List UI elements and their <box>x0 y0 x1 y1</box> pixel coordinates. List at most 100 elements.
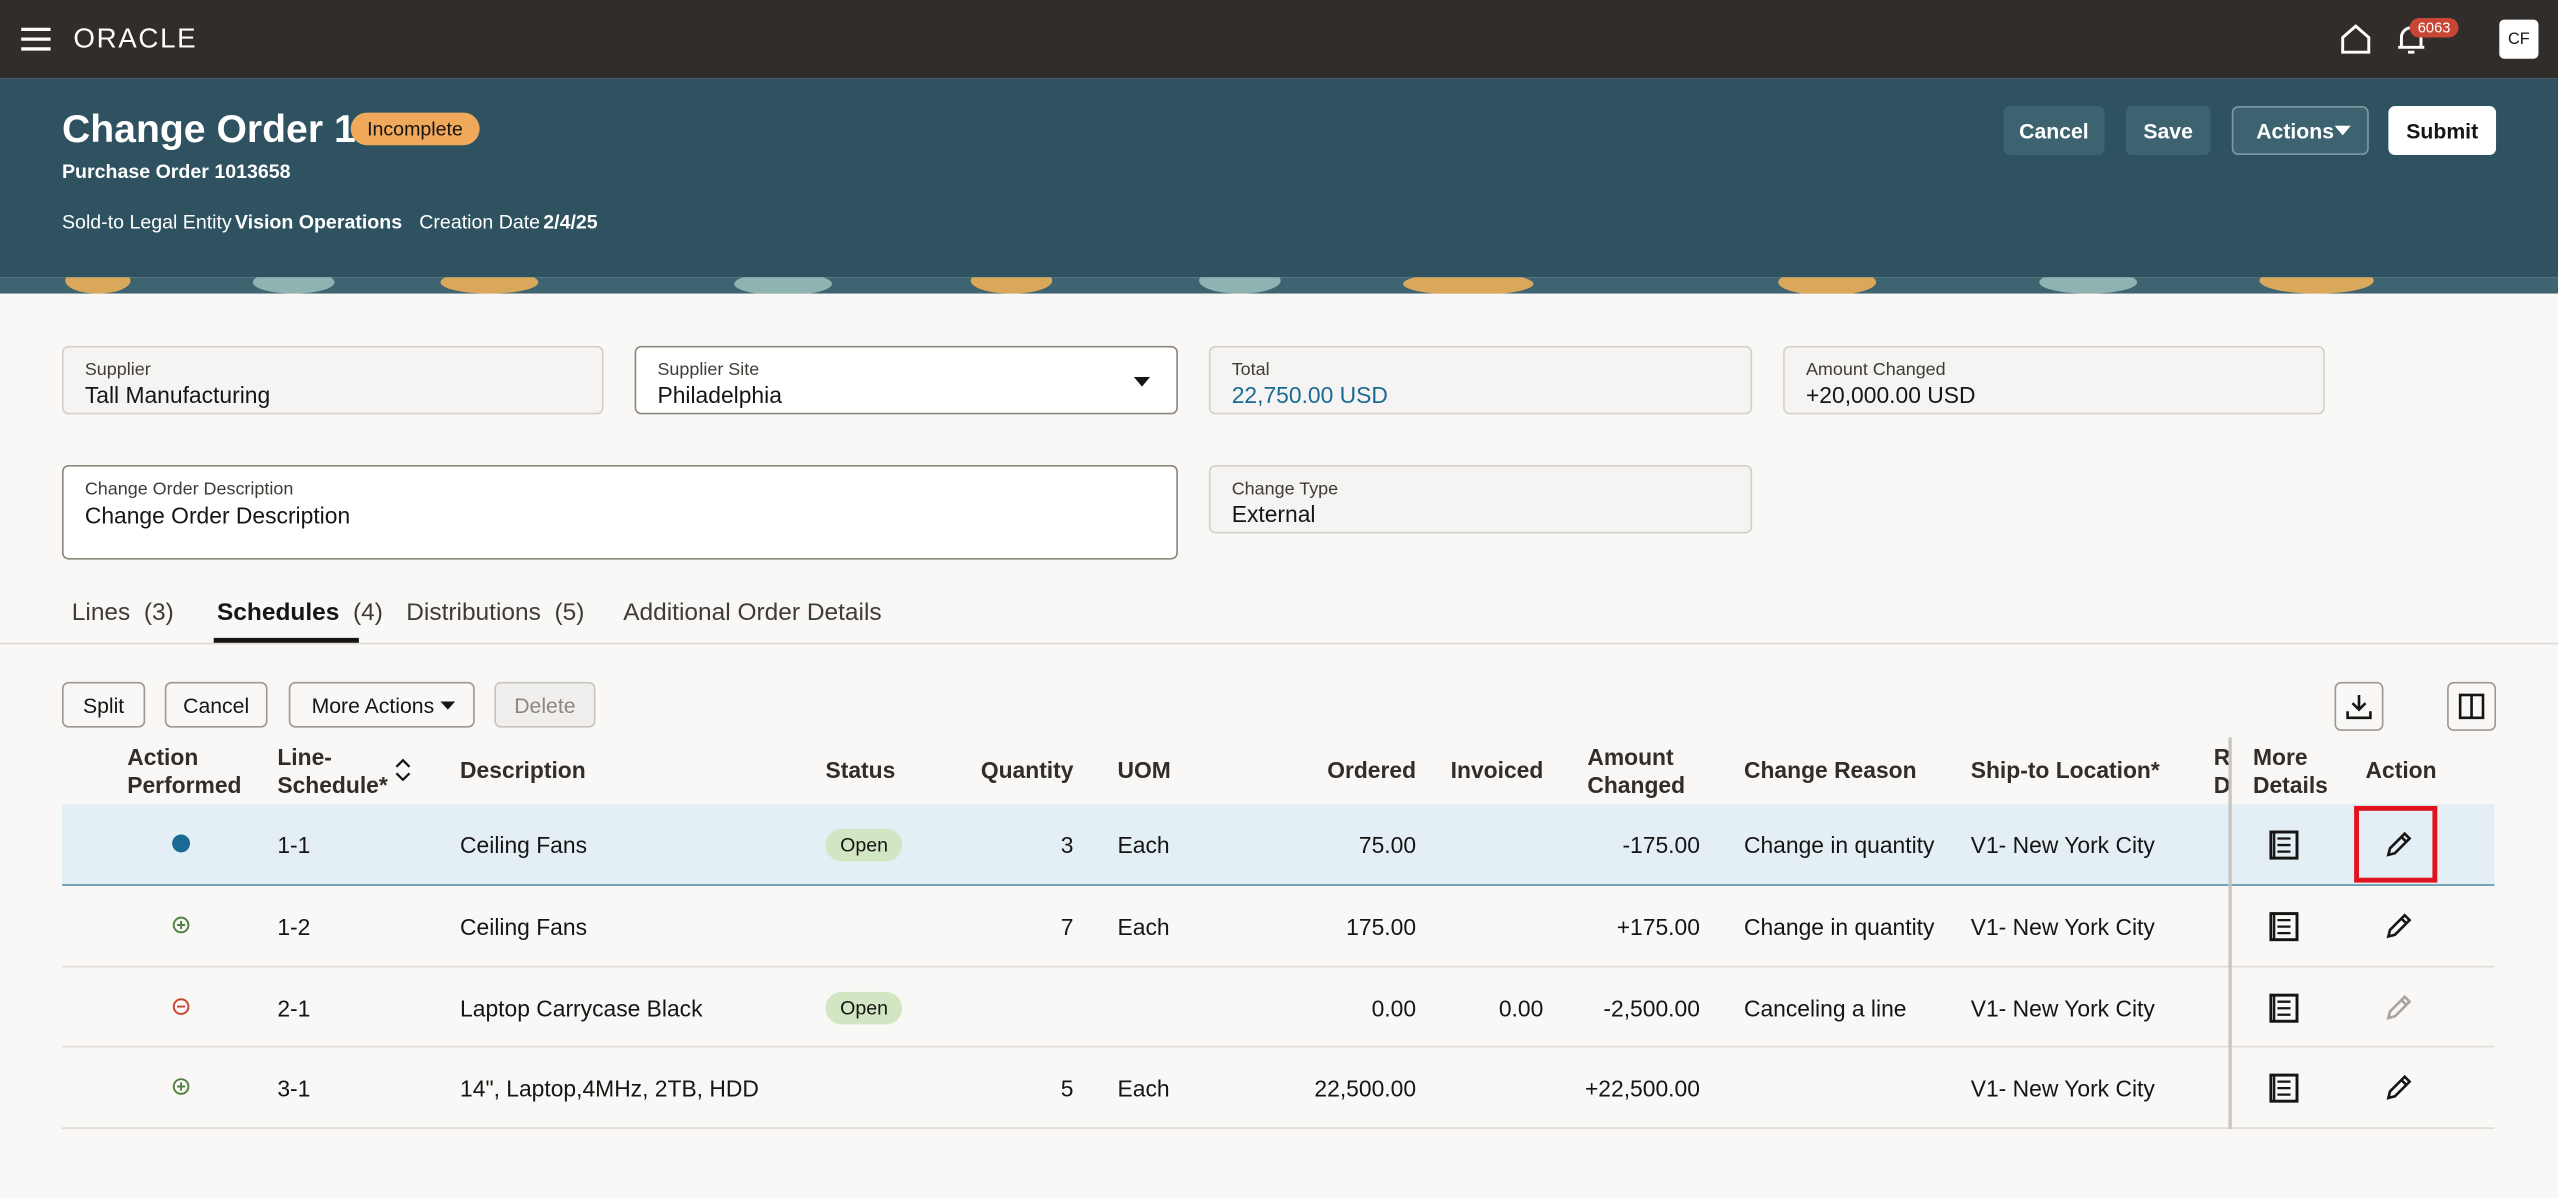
download-button[interactable] <box>2334 681 2384 731</box>
change-type-field: Change Type External <box>1208 464 1753 534</box>
menu-icon[interactable] <box>20 26 53 52</box>
cell: Ceiling Fans <box>460 913 588 940</box>
brand[interactable]: ORACLE <box>73 22 198 54</box>
column-header: Quantity <box>980 756 1074 784</box>
tab[interactable]: Distributions (5) <box>406 599 584 627</box>
edit-icon[interactable] <box>2383 1073 2412 1102</box>
cell: 1-1 <box>277 832 311 859</box>
supplier-field: Supplier Tall Manufacturing <box>61 345 604 415</box>
cell: V1- New York City <box>1970 913 2155 940</box>
total-field: Total 22,750.00 USD <box>1208 345 1753 415</box>
edit-icon[interactable] <box>2383 912 2412 941</box>
table-row[interactable] <box>61 1047 2495 1129</box>
button-label: More Actions <box>311 692 435 718</box>
cell: Change in quantity <box>1743 913 1935 940</box>
cell: +22,500.00 <box>1584 1075 1700 1102</box>
column-header: Description <box>460 756 586 784</box>
field-value[interactable]: 22,750.00 USD <box>1231 381 1388 408</box>
more-details-icon[interactable] <box>2268 1072 2301 1105</box>
sort-icon[interactable] <box>395 758 411 782</box>
more-details-icon[interactable] <box>2268 910 2301 943</box>
notification-badge: 6063 <box>2409 17 2459 38</box>
tab-indicator <box>213 637 359 643</box>
column-header: UOM <box>1117 756 1171 784</box>
cell: 5 <box>1060 1075 1074 1102</box>
tab[interactable]: Lines (3) <box>72 599 174 627</box>
status-badge: Open <box>825 828 903 862</box>
meta-label: Creation Date <box>419 210 541 234</box>
submit-button[interactable]: Submit <box>2388 106 2497 155</box>
edit-icon <box>2386 994 2412 1019</box>
field-label: Change Order Description <box>84 479 294 500</box>
cell: V1- New York City <box>1970 1075 2155 1102</box>
field-label: Total <box>1231 360 1270 381</box>
tab-divider <box>0 642 2558 645</box>
cell: 75.00 <box>1358 832 1417 859</box>
cell: 3-1 <box>277 1075 311 1102</box>
supplier-site-field[interactable]: Supplier Site Philadelphia <box>634 345 1178 415</box>
subtitle: Purchase Order 1013658 <box>61 159 291 183</box>
column-header: Invoiced <box>1450 756 1544 784</box>
cell: 14", Laptop,4MHz, 2TB, HDD <box>460 1075 759 1102</box>
cancel-line-button[interactable]: Cancel <box>164 681 268 728</box>
cell: Each <box>1117 913 1170 940</box>
cell: Each <box>1117 832 1170 859</box>
tab-label: Distributions <box>406 598 541 627</box>
cell: 175.00 <box>1346 913 1417 940</box>
meta-value: Vision Operations <box>234 210 403 234</box>
cell: 0.00 <box>1498 994 1544 1021</box>
description-field[interactable]: Change Order Description Change Order Des… <box>61 464 1178 560</box>
cancel-button[interactable]: Cancel <box>2003 106 2105 155</box>
column-header: Ship-to Location* <box>1970 756 2160 784</box>
field-value: External <box>1231 500 1316 527</box>
cell: 7 <box>1060 913 1074 940</box>
highlight-box <box>2354 805 2438 883</box>
edit-icon[interactable] <box>2383 830 2412 859</box>
column-header: Requested Date <box>2214 744 2229 799</box>
amount-changed-field: Amount Changed +20,000.00 USD <box>1783 345 2325 415</box>
tab[interactable]: Additional Order Details <box>623 598 882 627</box>
columns-button[interactable] <box>2447 681 2497 731</box>
more-actions-button[interactable]: More Actions <box>288 681 475 728</box>
cell: Each <box>1117 1075 1170 1102</box>
more-details-icon[interactable] <box>2268 991 2301 1024</box>
cell: +175.00 <box>1616 913 1700 940</box>
field-label: Amount Changed <box>1805 360 1946 381</box>
cell: 0.00 <box>1371 994 1417 1021</box>
status-badge: Open <box>825 991 903 1024</box>
tab-label: Schedules <box>216 598 340 627</box>
cell: Laptop Carrycase Black <box>460 994 703 1021</box>
tab-count: (4) <box>352 598 383 627</box>
cell: -2,500.00 <box>1603 994 1700 1021</box>
user-avatar[interactable]: CF <box>2499 19 2539 59</box>
column-header: Action Performed <box>127 743 242 798</box>
tab-label: Lines <box>71 598 131 627</box>
row-selected[interactable] <box>61 804 2495 886</box>
home-icon[interactable] <box>2339 23 2372 56</box>
action-indicator <box>172 997 190 1015</box>
cell: V1- New York City <box>1970 994 2155 1021</box>
split-button[interactable]: Split <box>61 681 146 728</box>
cell: 22,500.00 <box>1314 1075 1417 1102</box>
actions-button[interactable]: Actions <box>2231 106 2369 155</box>
column-header: Line-Schedule* <box>277 743 388 798</box>
column-header: Action <box>2365 756 2437 784</box>
page-title: Change Order 1 <box>61 107 356 152</box>
action-indicator <box>172 1078 190 1095</box>
meta-label: Sold-to Legal Entity <box>61 210 232 234</box>
save-button[interactable]: Save <box>2125 106 2211 155</box>
table-row[interactable] <box>61 886 2495 968</box>
column-header: More Details <box>2252 743 2328 798</box>
tab-selected[interactable]: Schedules (4) <box>217 599 383 627</box>
delete-button: Delete <box>494 681 596 728</box>
field-label: Change Type <box>1231 479 1339 500</box>
table-row[interactable] <box>61 967 2495 1048</box>
meta-value: 2/4/25 <box>543 210 598 234</box>
field-label: Supplier <box>84 360 151 381</box>
more-details-icon[interactable] <box>2268 829 2301 862</box>
cell: 3 <box>1060 832 1074 859</box>
tab-count: (5) <box>554 598 585 627</box>
field-value: +20,000.00 USD <box>1805 381 1976 408</box>
field-value: Change Order Description <box>84 502 351 529</box>
